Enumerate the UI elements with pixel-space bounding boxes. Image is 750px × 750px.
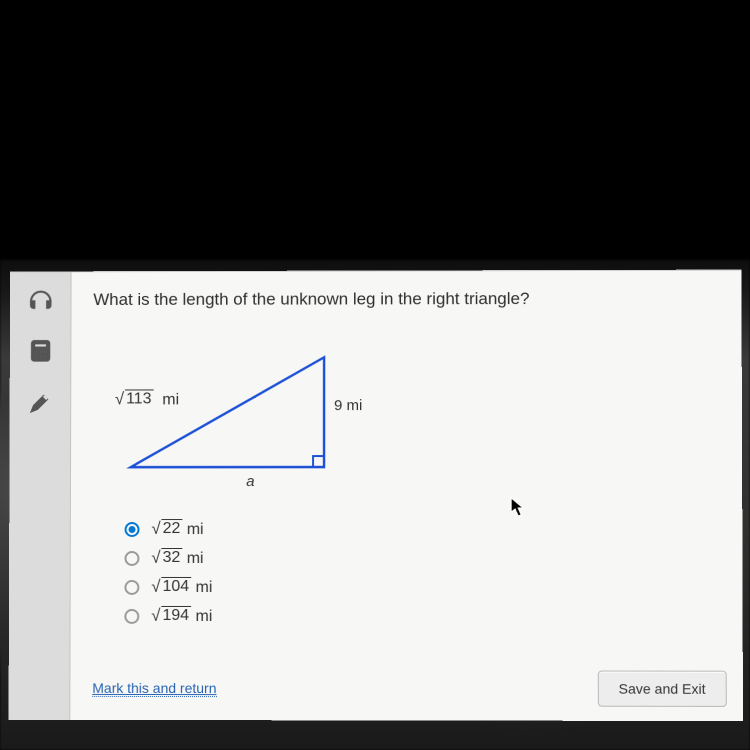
triangle-figure: √113 mi 9 mi a — [119, 335, 388, 495]
answer-option-0[interactable]: √22 mi — [125, 519, 721, 539]
option-label: √32 mi — [151, 548, 203, 568]
footer-bar: Mark this and return Save and Exit — [92, 670, 743, 707]
option-label: √104 mi — [151, 577, 212, 597]
left-toolbar — [9, 272, 72, 720]
option-label: √194 mi — [151, 606, 212, 626]
hypotenuse-label: √113 mi — [115, 389, 179, 409]
radio-button[interactable] — [124, 579, 139, 594]
mark-and-return-link[interactable]: Mark this and return — [92, 679, 216, 696]
base-label: a — [246, 473, 254, 490]
option-label: √22 mi — [151, 519, 203, 539]
radio-button[interactable] — [124, 550, 139, 565]
audio-icon[interactable] — [19, 280, 61, 318]
mouse-cursor-icon — [510, 497, 526, 519]
radio-button[interactable] — [124, 608, 139, 623]
quiz-screen: What is the length of the unknown leg in… — [9, 270, 743, 721]
answer-option-1[interactable]: √32 mi — [124, 548, 720, 568]
answer-option-2[interactable]: √104 mi — [124, 577, 720, 597]
question-panel: What is the length of the unknown leg in… — [70, 271, 743, 721]
highlighter-icon[interactable] — [19, 384, 61, 422]
save-and-exit-button[interactable]: Save and Exit — [597, 671, 726, 707]
question-prompt: What is the length of the unknown leg in… — [93, 289, 719, 310]
vertical-leg-label: 9 mi — [334, 397, 362, 414]
answer-options: √22 mi √32 mi √104 mi √194 mi — [124, 519, 720, 626]
calculator-icon[interactable] — [19, 332, 61, 370]
radio-button[interactable] — [125, 522, 140, 537]
answer-option-3[interactable]: √194 mi — [124, 606, 720, 626]
